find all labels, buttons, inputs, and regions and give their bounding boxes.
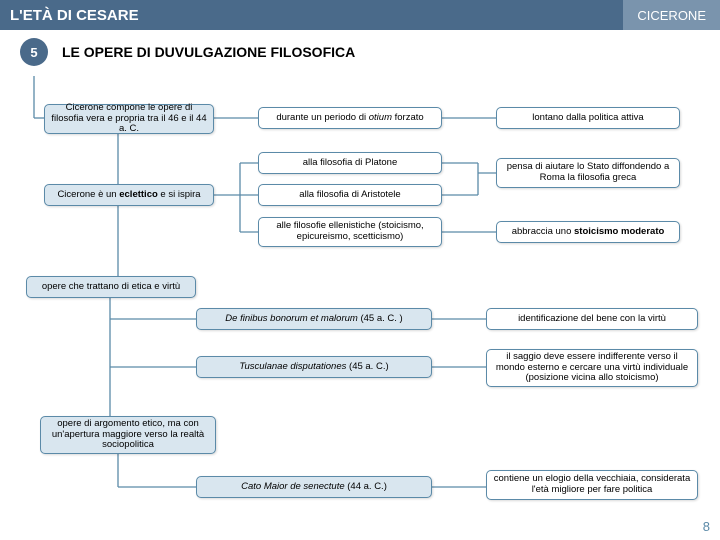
connector-lines (0, 0, 720, 540)
node-aristotele: alla filosofia di Aristotele (258, 184, 442, 206)
subheader: 5 LE OPERE DI DUVULGAZIONE FILOSOFICA (0, 30, 720, 74)
node-cato-maior: Cato Maior de senectute (44 a. C.) (196, 476, 432, 498)
node-de-finibus: De finibus bonorum et malorum (45 a. C. … (196, 308, 432, 330)
node-compone: Cicerone compone le opere di filosofia v… (44, 104, 214, 134)
header-bar: L'ETÀ DI CESARE CICERONE (0, 0, 720, 30)
node-platone: alla filosofia di Platone (258, 152, 442, 174)
node-etica-virtu: opere che trattano di etica e virtù (26, 276, 196, 298)
node-ellenistiche: alle filosofie ellenistiche (stoicismo, … (258, 217, 442, 247)
section-title: LE OPERE DI DUVULGAZIONE FILOSOFICA (62, 44, 355, 60)
page-number: 8 (703, 519, 710, 534)
node-eclettico: Cicerone è un eclettico e si ispira (44, 184, 214, 206)
node-stato: pensa di aiutare lo Stato diffondendo a … (496, 158, 680, 188)
node-lontano: lontano dalla politica attiva (496, 107, 680, 129)
node-identificazione: identificazione del bene con la virtù (486, 308, 698, 330)
node-saggio: il saggio deve essere indifferente verso… (486, 349, 698, 387)
node-tusculanae: Tusculanae disputationes (45 a. C.) (196, 356, 432, 378)
node-argomento-etico: opere di argomento etico, ma con un'aper… (40, 416, 216, 454)
node-otium: durante un periodo di otium forzato (258, 107, 442, 129)
header-right: CICERONE (623, 0, 720, 30)
node-elogio: contiene un elogio della vecchiaia, cons… (486, 470, 698, 500)
node-stoicismo: abbraccia uno stoicismo moderato (496, 221, 680, 243)
header-left: L'ETÀ DI CESARE (0, 7, 623, 24)
section-number-badge: 5 (20, 38, 48, 66)
